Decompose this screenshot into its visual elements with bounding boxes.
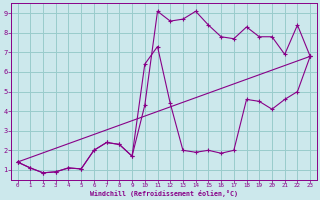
- X-axis label: Windchill (Refroidissement éolien,°C): Windchill (Refroidissement éolien,°C): [90, 190, 238, 197]
